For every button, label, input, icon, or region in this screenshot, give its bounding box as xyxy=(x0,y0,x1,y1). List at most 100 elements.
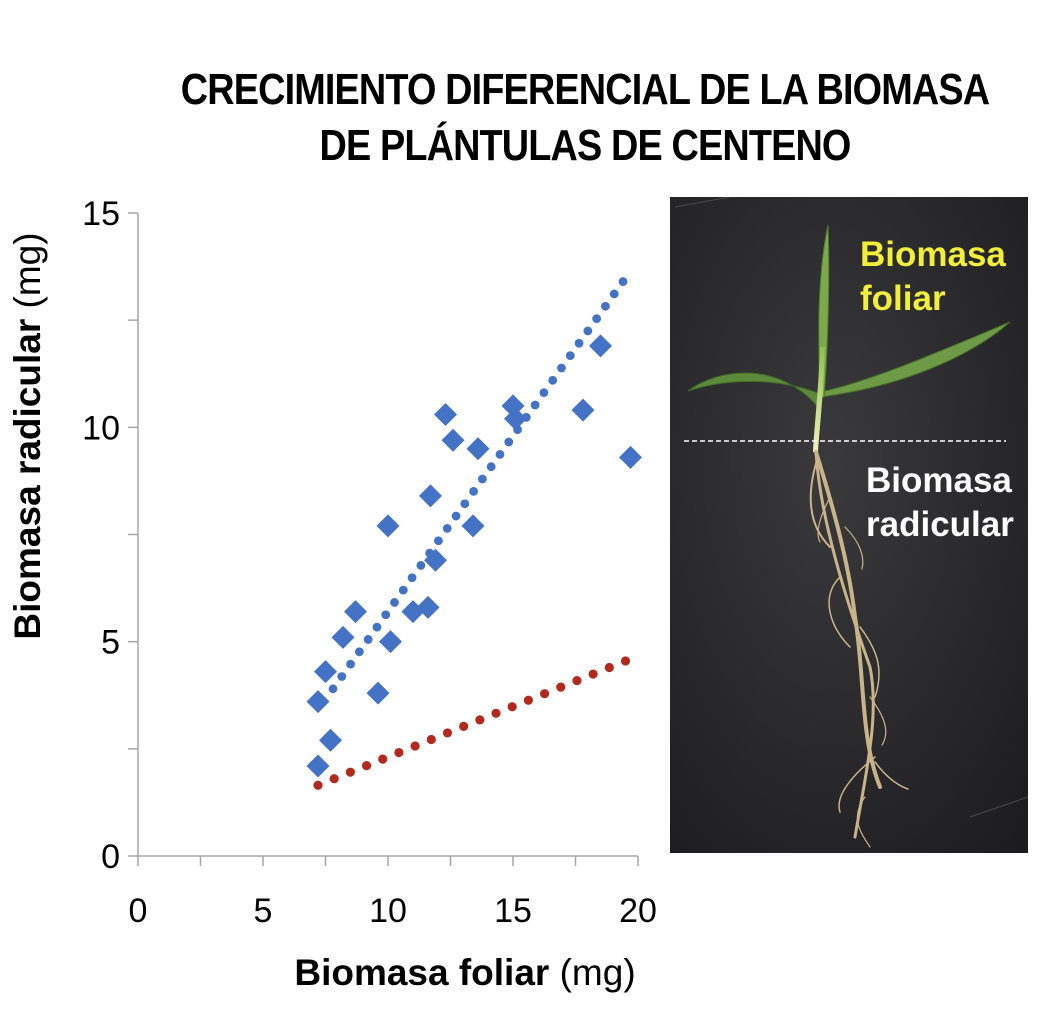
data-point xyxy=(466,437,490,461)
data-point xyxy=(366,681,390,705)
y-axis-title-main: Biomasa radicular xyxy=(7,319,48,640)
trend-dot xyxy=(346,659,355,669)
trend-dot xyxy=(548,375,558,385)
trend-dot xyxy=(574,338,584,348)
x-axis-title-main: Biomasa foliar xyxy=(294,952,549,993)
trend-dot xyxy=(604,662,614,673)
data-point xyxy=(306,690,330,714)
trend-dot xyxy=(361,761,372,771)
trend-dot xyxy=(378,754,388,764)
data-point xyxy=(589,334,612,358)
right-leaf xyxy=(819,321,1011,398)
data-point xyxy=(571,398,595,422)
y-tick-label: 15 xyxy=(82,195,120,233)
trend-dot xyxy=(539,689,550,699)
data-point xyxy=(379,630,402,654)
trend-dot xyxy=(363,635,373,644)
trend-dot xyxy=(442,728,453,738)
y-tick-label: 5 xyxy=(101,624,120,662)
data-point xyxy=(319,728,342,752)
trend-dot xyxy=(416,561,426,570)
trend-dot xyxy=(372,622,382,632)
x-axis-title: Biomasa foliar (mg) xyxy=(294,952,635,993)
trend-dot xyxy=(451,511,461,521)
trend-dot xyxy=(398,585,408,595)
reference-series xyxy=(313,656,631,790)
x-axis-title-unit: (mg) xyxy=(560,952,636,993)
y-axis-title-unit: (mg) xyxy=(7,232,48,308)
photo-background xyxy=(670,197,1028,853)
trend-dot xyxy=(469,486,479,496)
x-tick-label: 15 xyxy=(494,892,532,930)
scatter-chart: 0 5 10 15 20 0 5 10 15 Biomasa foliar (mg) Bioma… xyxy=(7,195,657,993)
trend-dot xyxy=(460,499,470,509)
chart-axes xyxy=(128,212,639,866)
trend-dot xyxy=(491,708,501,718)
trend-dot xyxy=(565,351,575,361)
trend-dot xyxy=(504,437,514,447)
chart-title-line-1: CRECIMIENTO DIFERENCIAL DE LA BIOMASA xyxy=(180,65,990,114)
data-point xyxy=(419,484,442,508)
trend-dot xyxy=(407,573,417,583)
trend-dot xyxy=(530,400,540,410)
data-point xyxy=(306,754,330,778)
trend-dot xyxy=(557,363,566,373)
trend-dot xyxy=(539,388,549,398)
photo-label-foliar-line-2: foliar xyxy=(860,279,946,318)
trend-dot xyxy=(434,536,443,546)
trend-dot xyxy=(390,598,399,607)
photo-label-foliar-line-1: Biomasa xyxy=(860,235,1006,274)
trend-series xyxy=(328,277,628,694)
rye-seedling-photo: Biomasa foliar Biomasa radicular xyxy=(670,196,1029,853)
seedling-illustration xyxy=(670,196,1029,853)
roots xyxy=(809,450,909,848)
photo-label-foliar: Biomasa foliar xyxy=(860,233,1006,321)
chart-title: CRECIMIENTO DIFERENCIAL DE LA BIOMASA DE… xyxy=(177,62,994,174)
photo-label-radicular-line-1: Biomasa xyxy=(866,461,1012,500)
data-point xyxy=(434,402,457,426)
y-axis-title: Biomasa radicular (mg) xyxy=(7,232,48,639)
trend-dot xyxy=(394,747,404,758)
x-tick-label: 10 xyxy=(369,892,407,930)
trend-dot xyxy=(588,669,598,679)
data-point xyxy=(461,514,485,538)
trend-dot xyxy=(556,682,566,692)
data-point xyxy=(416,595,440,619)
left-leaf xyxy=(687,372,819,409)
trend-dot xyxy=(313,780,323,790)
y-tick-label: 0 xyxy=(101,838,120,876)
trend-dot xyxy=(410,741,420,751)
trend-dot xyxy=(592,314,602,324)
photo-label-radicular-line-2: radicular xyxy=(866,505,1014,544)
y-tick-label: 10 xyxy=(82,409,120,447)
trend-dot xyxy=(583,326,593,336)
data-point xyxy=(424,548,447,572)
trend-dot xyxy=(426,734,436,745)
trend-dot xyxy=(459,721,469,731)
data-point xyxy=(344,600,367,624)
trend-dot xyxy=(572,675,582,686)
data-point xyxy=(331,625,355,649)
stem xyxy=(813,347,825,452)
chart-title-line-2: DE PLÁNTULAS DE CENTENO xyxy=(319,121,851,170)
x-tick-label: 0 xyxy=(129,892,148,930)
trend-dot xyxy=(523,695,533,705)
data-point xyxy=(504,407,527,431)
trend-dot xyxy=(486,462,496,472)
data-point xyxy=(441,428,465,452)
trend-dot xyxy=(618,277,628,286)
trend-dot xyxy=(328,684,338,694)
trend-dot xyxy=(609,289,619,299)
trend-dot xyxy=(337,672,347,681)
data-point xyxy=(314,660,337,684)
x-tick-label: 20 xyxy=(619,892,657,930)
trend-dot xyxy=(507,702,517,712)
trend-dot xyxy=(329,774,339,784)
data-points-series xyxy=(306,334,642,778)
trend-dot xyxy=(475,715,485,725)
data-point xyxy=(619,445,642,469)
tick-labels: 0 5 10 15 20 0 5 10 15 xyxy=(82,195,657,930)
x-tick-label: 5 xyxy=(254,892,273,930)
trend-dot xyxy=(495,449,505,459)
trend-dot xyxy=(354,647,364,657)
